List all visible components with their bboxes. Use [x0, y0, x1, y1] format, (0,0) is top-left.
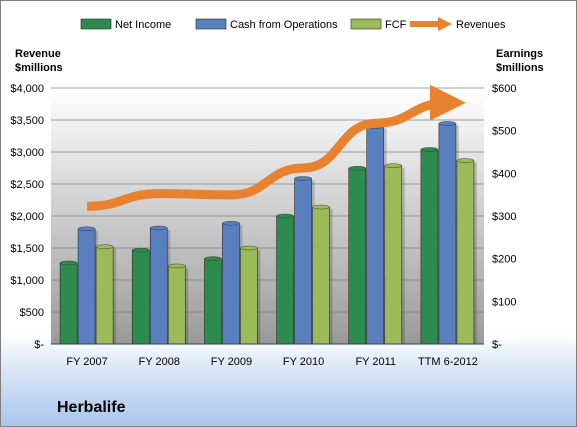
bar-top	[59, 260, 78, 266]
bar-top	[168, 263, 186, 269]
bar-top	[222, 221, 240, 226]
bar-top	[132, 247, 150, 253]
legend-label: Revenues	[456, 19, 506, 31]
right-tick-label: $100	[492, 296, 516, 308]
axes-group: $- $500 $1,000 $1,500 $2,000 $2,500 $3,000 $3,5…	[10, 83, 516, 368]
bar-fcf	[384, 165, 403, 345]
bar-net-income	[131, 249, 150, 345]
bars-group	[59, 121, 477, 345]
bar-net-income	[204, 258, 222, 345]
legend: Net Income Cash from Operations FCF Revenue…	[80, 17, 506, 31]
bar-top	[204, 256, 222, 261]
legend-swatch	[195, 18, 227, 30]
left-tick-label: $500	[20, 307, 44, 319]
revenue-line-group	[87, 84, 466, 211]
bar-net-income	[348, 167, 367, 345]
bar-top	[438, 121, 457, 126]
bar-top	[420, 147, 439, 152]
company-name: Herbalife	[57, 399, 126, 416]
left-tick-label: $2,500	[10, 179, 44, 191]
bar-top	[276, 213, 294, 219]
category-label: FY 2007	[66, 356, 107, 368]
bar-top	[384, 163, 402, 168]
right-tick-label: $500	[492, 126, 516, 138]
left-tick-label: $1,500	[10, 243, 44, 255]
bar-cash-from-operations	[149, 227, 168, 345]
bar-top	[240, 245, 258, 251]
bar-top	[150, 225, 168, 231]
bar-top	[456, 158, 475, 163]
right-tick-label: $300	[492, 211, 516, 223]
bar-net-income	[420, 149, 439, 345]
left-tick-label: $2,000	[10, 211, 44, 223]
bar-cash-from-operations	[77, 228, 96, 345]
bar-top	[95, 244, 114, 249]
bar-net-income	[276, 215, 294, 345]
legend-arrow	[438, 17, 452, 31]
left-tick-label: $-	[34, 339, 44, 351]
bar-fcf	[456, 160, 475, 345]
bar-fcf	[240, 247, 258, 345]
bar-net-income	[59, 262, 78, 345]
bar-cash-from-operations	[366, 126, 385, 345]
left-tick-label: $3,000	[10, 147, 44, 159]
left-tick-label: $1,000	[10, 275, 44, 287]
category-label: FY 2008	[139, 356, 180, 368]
legend-swatch	[80, 18, 112, 30]
bar-cash-from-operations	[222, 222, 240, 345]
bar-fcf	[95, 246, 114, 345]
legend-label: Net Income	[115, 19, 171, 31]
right-tick-label: $600	[492, 83, 516, 95]
left-tick-label: $4,000	[10, 83, 44, 95]
legend-label: Cash from Operations	[230, 19, 338, 31]
right-tick-label: $400	[492, 168, 516, 180]
bar-top	[348, 166, 366, 171]
bar-top	[312, 204, 330, 210]
revenue-line	[87, 84, 466, 211]
left-axis-title-line1: Revenue	[15, 48, 61, 60]
bar-top	[77, 226, 96, 232]
left-axis-title-line2: $millions	[15, 62, 63, 74]
right-tick-label: $200	[492, 254, 516, 266]
right-axis-title-line1: Earnings	[496, 48, 543, 60]
bar-cash-from-operations	[438, 123, 457, 345]
bar-cash-from-operations	[294, 178, 312, 345]
left-tick-label: $3,500	[10, 115, 44, 127]
right-axis-title-line2: $millions	[496, 62, 544, 74]
category-label: FY 2011	[355, 356, 396, 368]
bar-fcf	[167, 265, 186, 345]
right-tick-label: $-	[492, 339, 502, 351]
legend-label: FCF	[385, 19, 407, 31]
bar-top	[294, 176, 312, 181]
legend-swatch	[350, 18, 382, 30]
category-label: FY 2010	[283, 356, 324, 368]
category-label: FY 2009	[211, 356, 252, 368]
category-label: TTM 6-2012	[418, 356, 478, 368]
bar-fcf	[312, 206, 330, 345]
gridlines	[51, 87, 484, 313]
